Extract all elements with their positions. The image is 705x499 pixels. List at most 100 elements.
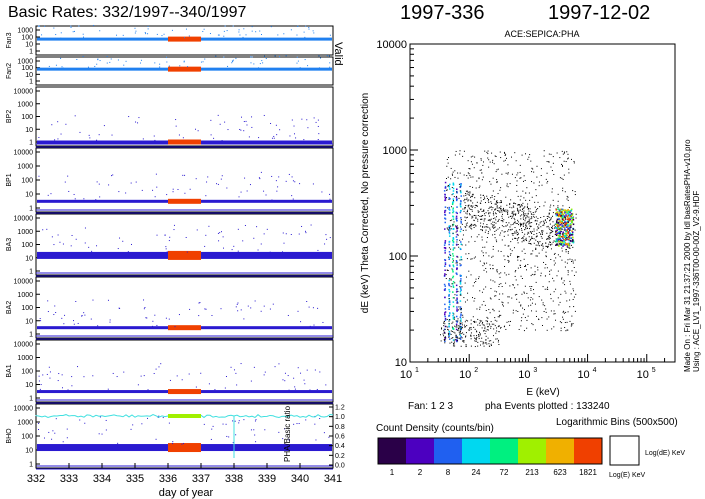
pha-event (570, 237, 573, 239)
pha-event (561, 214, 564, 217)
pha-event (498, 310, 500, 312)
rate-point (122, 240, 124, 242)
rate-point (264, 429, 266, 431)
pha-event (499, 293, 501, 295)
rate-point (235, 434, 237, 436)
pha-event (568, 242, 571, 245)
pha-event (551, 232, 553, 234)
rate-point (38, 429, 40, 431)
pha-event (483, 330, 485, 332)
pha-event (443, 289, 446, 291)
pha-event (548, 153, 550, 155)
rate-point (225, 423, 227, 425)
rate-point (175, 119, 177, 121)
rate-point (232, 442, 234, 444)
pha-event (482, 176, 484, 178)
pha-event (451, 322, 453, 324)
pha-event (528, 216, 530, 218)
pha-event (444, 247, 447, 249)
pha-event (527, 212, 529, 214)
pha-event (465, 194, 467, 196)
pha-event (549, 206, 551, 208)
pha-event (455, 196, 458, 199)
rate-point (122, 34, 124, 36)
pha-event (476, 331, 478, 333)
rate-point (223, 35, 225, 37)
pha-event (534, 265, 536, 267)
pha-event (568, 247, 570, 249)
pha-event (443, 246, 446, 249)
pha-event (572, 246, 574, 248)
pha-event (476, 336, 478, 338)
pha-event (525, 218, 527, 220)
rate-point (243, 121, 245, 123)
rate-point (233, 369, 235, 371)
rate-point (205, 195, 207, 197)
pha-event (498, 331, 500, 333)
rate-point (77, 366, 79, 368)
pha-event (556, 152, 558, 154)
pha-event (448, 320, 450, 322)
pha-event (509, 229, 511, 231)
pha-event (572, 228, 575, 230)
pha-event (481, 327, 483, 329)
pha-event (565, 330, 567, 332)
pha-event (482, 341, 484, 343)
pha-event (558, 212, 560, 214)
pha-event (490, 327, 492, 329)
rate-point (184, 192, 186, 194)
pha-event (456, 309, 458, 312)
pha-event (568, 206, 570, 208)
pha-event (488, 340, 490, 342)
pha-event (474, 337, 476, 339)
pha-event (443, 330, 445, 332)
pha-event (457, 329, 459, 331)
pha-event (493, 163, 495, 165)
pha-event (568, 237, 571, 240)
pha-event (452, 337, 454, 339)
pha-event (493, 328, 495, 330)
pha-event (547, 180, 549, 182)
rate-point (235, 306, 237, 308)
pha-event (489, 181, 491, 183)
pha-event (460, 184, 462, 186)
pha-event (481, 172, 483, 174)
rate-point (70, 26, 72, 28)
pha-event (456, 326, 458, 328)
pha-event (444, 311, 447, 313)
pha-event (486, 320, 488, 322)
pha-event (504, 159, 506, 161)
pha-event (562, 178, 564, 180)
pha-event (495, 338, 497, 340)
rate-point (317, 249, 319, 251)
pha-event (526, 240, 528, 242)
pha-event (480, 200, 482, 202)
pha-event (554, 233, 556, 235)
pha-event (541, 244, 543, 246)
pha-x-tick-exponent: 1 (415, 367, 419, 374)
pha-event (514, 152, 516, 154)
rate-point (158, 415, 160, 417)
pha-event (570, 223, 572, 226)
pha-event (447, 329, 449, 331)
rate-point (172, 188, 174, 190)
pha-event (524, 265, 526, 267)
pha-event (503, 207, 505, 209)
pha-event (492, 246, 494, 248)
pha-event (546, 239, 548, 241)
pha-event (467, 172, 469, 174)
pha-event (487, 233, 489, 235)
pha-event (556, 244, 559, 246)
pha-event (457, 177, 459, 179)
y-tick-label: 100 (21, 242, 33, 249)
pha-event (479, 260, 481, 262)
pha-event (523, 197, 525, 199)
density-swatch (490, 438, 518, 464)
pha-event (507, 210, 509, 212)
pha-event (451, 219, 453, 221)
pha-event (536, 165, 538, 167)
rate-point (324, 243, 326, 245)
pha-event (532, 211, 534, 213)
pha-event (458, 246, 460, 248)
rate-point (168, 422, 170, 424)
